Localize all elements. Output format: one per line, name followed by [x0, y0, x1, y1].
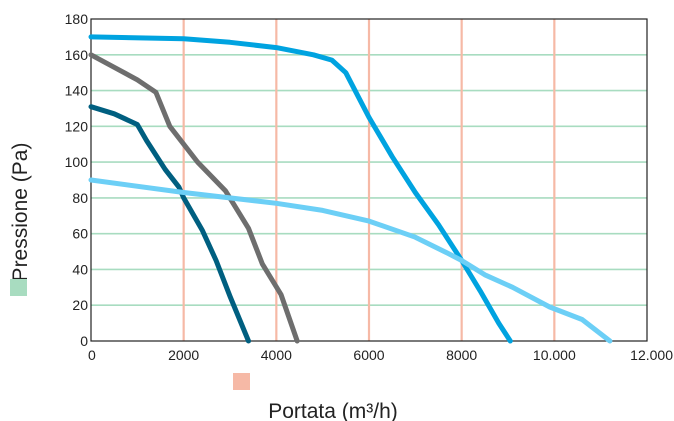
- series-lines: [88, 34, 613, 344]
- x-tick-label: 10.000: [533, 347, 576, 363]
- y-axis-label: Pressione (Pa): [9, 143, 32, 282]
- y-tick-label: 160: [65, 47, 89, 63]
- x-tick-label: 12.000: [630, 347, 673, 363]
- x-grid-legend-swatch: [233, 373, 250, 390]
- x-tick-label: 4000: [261, 347, 292, 363]
- x-tick-label: 6000: [353, 347, 384, 363]
- x-axis-label: Portata (m³/h): [268, 400, 398, 421]
- x-tick-label: 0: [88, 347, 96, 363]
- y-tick-label: 140: [65, 83, 89, 99]
- y-tick-label: 80: [72, 190, 88, 206]
- series-line-2: [88, 52, 300, 344]
- y-tick-labels: 0 20 40 60 80 100 120 140 160 180: [65, 11, 89, 349]
- y-tick-label: 40: [72, 261, 88, 277]
- x-tick-label: 2000: [168, 347, 199, 363]
- y-tick-label: 0: [80, 333, 88, 349]
- y-grid-legend-swatch: [10, 279, 27, 296]
- y-tick-label: 120: [65, 118, 89, 134]
- y-tick-label: 180: [65, 11, 89, 27]
- y-tick-label: 20: [72, 297, 88, 313]
- vertical-gridlines: [182, 19, 556, 341]
- y-tick-label: 60: [72, 226, 88, 242]
- series-line-4: [88, 177, 613, 344]
- series-line-3: [88, 104, 251, 344]
- x-tick-labels: 0 2000 4000 6000 8000 10.000 12.000: [88, 347, 673, 363]
- y-tick-label: 100: [65, 154, 89, 170]
- x-tick-label: 8000: [446, 347, 477, 363]
- series-line-1: [88, 34, 513, 344]
